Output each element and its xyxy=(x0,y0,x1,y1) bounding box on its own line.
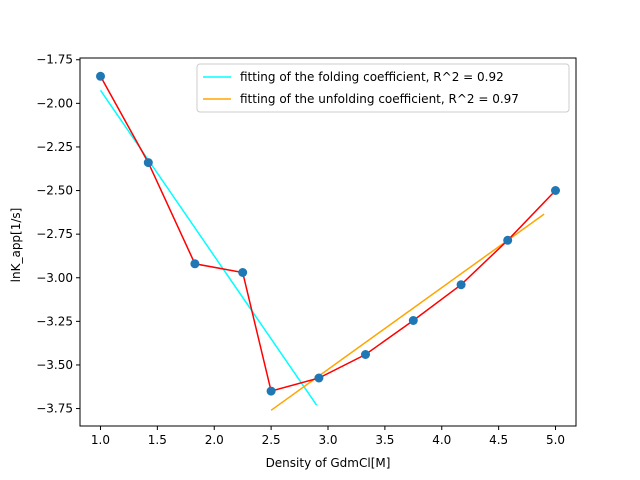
data-point xyxy=(96,71,105,81)
x-axis-label: Density of GdmCl[M] xyxy=(266,456,391,470)
x-tick-label: 4.5 xyxy=(489,433,508,447)
y-tick-label: −2.00 xyxy=(36,96,73,110)
x-tick-label: 3.0 xyxy=(318,433,337,447)
x-tick-label: 1.5 xyxy=(148,433,167,447)
x-tick-label: 1.0 xyxy=(91,433,110,447)
data-point xyxy=(361,350,370,359)
data-point xyxy=(238,268,248,277)
x-tick-label: 3.5 xyxy=(375,433,394,447)
legend-label: fitting of the unfolding coefficient, R^… xyxy=(240,92,519,106)
y-tick-label: −3.50 xyxy=(36,358,73,372)
x-tick-label: 2.5 xyxy=(262,433,281,447)
y-tick-label: −3.25 xyxy=(36,314,73,328)
legend: fitting of the folding coefficient, R^2 … xyxy=(196,63,570,113)
y-tick-label: −3.75 xyxy=(36,402,73,416)
data-point xyxy=(266,386,276,396)
x-tick-label: 2.0 xyxy=(205,433,224,447)
data-point xyxy=(190,259,200,269)
x-tick-label: 4.0 xyxy=(432,433,451,447)
legend-box xyxy=(196,63,570,113)
data-point xyxy=(143,158,153,168)
plot-area xyxy=(96,71,560,411)
data-point xyxy=(456,280,466,290)
y-tick-label: −2.50 xyxy=(36,184,73,198)
data-point xyxy=(408,316,418,325)
axes: 1.0 1.5 2.0 2.5 3.0 3.5 4.0 4.5 5.0 −1.75 −2.00 −2.… xyxy=(36,53,577,447)
y-axis-label: lnK_app[1/s] xyxy=(9,208,23,283)
data-point xyxy=(503,235,513,245)
legend-label: fitting of the folding coefficient, R^2 … xyxy=(240,70,504,84)
data-point xyxy=(551,186,560,195)
y-tick-label: −2.25 xyxy=(36,140,73,154)
x-tick-label: 5.0 xyxy=(546,433,565,447)
y-tick-label: −2.75 xyxy=(36,227,73,241)
y-tick-label: −3.00 xyxy=(36,271,73,285)
y-tick-label: −1.75 xyxy=(36,53,73,67)
data-point xyxy=(314,373,324,383)
